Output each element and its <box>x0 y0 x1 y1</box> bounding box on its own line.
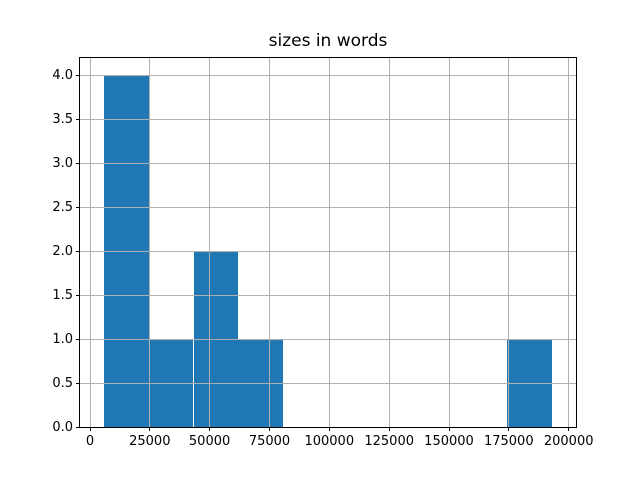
y-tick-label: 4.0 <box>52 68 73 84</box>
y-tick-label: 1.0 <box>52 331 73 347</box>
x-tick-label: 75000 <box>248 434 291 449</box>
x-tick-mark <box>149 427 151 431</box>
x-tick-label: 50000 <box>188 434 231 449</box>
gridline-horizontal <box>80 338 576 340</box>
x-tick-label: 150000 <box>424 434 474 449</box>
y-tick-label: 1.5 <box>52 287 73 303</box>
x-tick-mark <box>568 427 570 431</box>
y-tick-mark <box>76 294 80 296</box>
y-tick-mark <box>76 119 80 120</box>
gridline-horizontal <box>80 206 576 208</box>
y-tick-mark <box>76 382 80 384</box>
y-tick-label: 2.0 <box>52 243 73 259</box>
y-tick-mark <box>76 250 80 252</box>
y-tick-label: 3.5 <box>52 112 73 127</box>
x-tick-mark <box>269 427 270 431</box>
x-tick-mark <box>209 427 211 431</box>
gridline-horizontal <box>80 294 576 296</box>
y-tick-mark <box>76 338 80 340</box>
chart-title: sizes in words <box>268 31 388 51</box>
y-tick-mark <box>76 162 80 164</box>
x-tick-label: 25000 <box>129 434 171 449</box>
gridline-vertical <box>89 58 91 427</box>
x-tick-label: 200000 <box>543 434 594 449</box>
y-tick-label: 2.5 <box>52 199 73 215</box>
x-tick-label: 0 <box>85 434 95 449</box>
gridline-vertical <box>209 58 211 427</box>
gridline-horizontal <box>80 75 576 77</box>
gridline-horizontal <box>80 250 576 252</box>
gridline-horizontal <box>80 426 576 427</box>
x-tick-mark <box>89 427 91 431</box>
grid-layer <box>80 58 576 427</box>
x-tick-mark <box>448 427 450 431</box>
gridline-vertical <box>568 58 570 427</box>
x-tick-mark <box>328 427 330 431</box>
gridline-vertical <box>328 58 330 427</box>
gridline-vertical <box>269 58 270 427</box>
x-tick-label: 125000 <box>364 434 414 449</box>
gridline-horizontal <box>80 162 576 164</box>
y-tick-label: 0.5 <box>52 375 73 391</box>
plot-area <box>80 58 576 427</box>
gridline-horizontal <box>80 382 576 384</box>
gridline-vertical <box>388 58 390 427</box>
y-tick-mark <box>76 206 80 208</box>
x-tick-mark <box>508 427 510 431</box>
y-tick-label: 3.0 <box>52 155 73 171</box>
gridline-vertical <box>149 58 151 427</box>
y-tick-mark <box>76 426 80 428</box>
x-tick-label: 175000 <box>483 434 534 449</box>
gridline-vertical <box>508 58 510 427</box>
x-tick-label: 100000 <box>304 434 355 449</box>
x-tick-mark <box>388 427 390 431</box>
y-tick-label: 0.0 <box>52 419 73 435</box>
gridline-vertical <box>448 58 450 427</box>
y-tick-mark <box>76 75 80 77</box>
gridline-horizontal <box>80 119 576 120</box>
